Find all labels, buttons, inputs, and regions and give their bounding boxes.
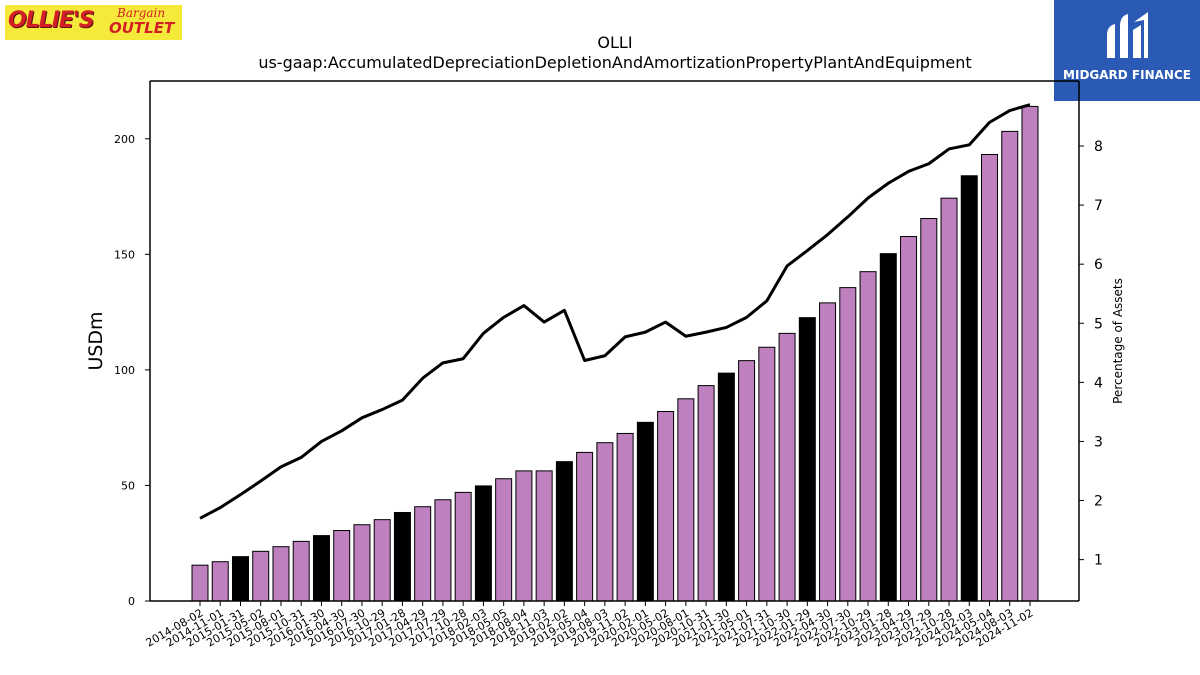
- bar-2021-07-31: [758, 346, 776, 602]
- percentage-line: [199, 103, 1031, 520]
- y2-tick-label: 8: [1094, 139, 1103, 155]
- midgard-finance-text: MIDGARD FINANCE: [1063, 68, 1191, 82]
- bar-2017-07-29: [434, 499, 452, 602]
- bar-2024-08-03: [1001, 130, 1019, 602]
- bar-2018-02-03: [474, 485, 492, 602]
- bar-2022-10-29: [859, 271, 877, 602]
- y2-tick-label: 4: [1094, 375, 1103, 391]
- bar-2018-05-05: [495, 478, 513, 602]
- bar-2024-05-04: [981, 153, 999, 602]
- bar-2020-10-31: [697, 385, 715, 602]
- bar-2019-08-03: [596, 442, 614, 602]
- bar-2015-10-31: [292, 540, 310, 602]
- y2-tick-label: 3: [1094, 434, 1103, 450]
- bar-2023-04-29: [900, 236, 918, 602]
- y2-tick-label: 6: [1094, 257, 1103, 273]
- bar-2020-08-01: [677, 398, 695, 602]
- y2-tick-label: 5: [1094, 316, 1103, 332]
- ollies-bargain-outlet-logo: OLLIE'S Bargain OUTLET: [5, 5, 182, 40]
- y-tick-label: 100: [114, 364, 135, 377]
- bar-2019-02-02: [555, 461, 573, 602]
- bar-2020-02-01: [636, 421, 654, 602]
- bar-2018-08-04: [515, 470, 533, 602]
- y-tick-label: 0: [128, 595, 135, 608]
- bars-layer: [191, 105, 1039, 602]
- bar-2015-05-02: [252, 550, 270, 602]
- bar-2021-05-01: [738, 360, 756, 602]
- y2-axis-label: Percentage of Assets: [1111, 278, 1125, 404]
- bar-2019-11-02: [616, 432, 634, 602]
- bar-2017-01-28: [393, 511, 411, 602]
- bar-2017-10-28: [454, 491, 472, 602]
- y-tick-label: 200: [114, 133, 135, 146]
- line-layer: [199, 103, 1031, 520]
- y-tick-label: 150: [114, 248, 135, 261]
- bar-2020-05-02: [657, 410, 675, 602]
- bar-2022-07-30: [839, 287, 857, 602]
- chart-subtitle: us-gaap:AccumulatedDepreciationDepletion…: [258, 53, 971, 72]
- bar-2019-05-04: [576, 451, 594, 602]
- bar-2014-08-02: [191, 564, 209, 602]
- bar-2022-01-29: [798, 317, 816, 602]
- logo-text-sub1: Bargain: [117, 6, 166, 20]
- y2-tick-label: 7: [1094, 198, 1103, 214]
- y2-tick-label: 1: [1094, 553, 1103, 569]
- logo-text-sub2: OUTLET: [109, 19, 175, 37]
- bar-2016-07-30: [353, 524, 371, 602]
- y-tick-label: 50: [121, 479, 135, 492]
- bar-2014-11-01: [211, 561, 229, 602]
- bar-2021-10-30: [778, 332, 796, 602]
- bar-2017-04-29: [414, 506, 432, 602]
- bar-2024-11-02: [1021, 105, 1039, 602]
- bar-2015-01-31: [231, 556, 249, 602]
- bar-2022-04-30: [819, 302, 837, 602]
- bar-2024-02-03: [960, 175, 978, 602]
- logo-text-main: OLLIE'S: [8, 8, 95, 33]
- bar-2018-11-03: [535, 470, 553, 602]
- bar-2015-08-01: [272, 546, 290, 602]
- bar-2021-01-30: [717, 372, 735, 602]
- chart-title: OLLI: [597, 33, 632, 52]
- y2-tick-label: 2: [1094, 494, 1103, 510]
- bar-2023-10-28: [940, 197, 958, 602]
- bar-2016-01-30: [312, 535, 330, 602]
- bar-2023-07-29: [920, 218, 938, 602]
- y-axis-label: USDm: [85, 311, 107, 370]
- axes-layer: 050100150200123456782014-08-022014-11-01…: [114, 80, 1103, 650]
- bar-2023-01-28: [879, 253, 897, 602]
- midgard-emblem-icon: [1107, 12, 1148, 58]
- bar-2016-10-29: [373, 519, 391, 602]
- bar-2016-04-30: [333, 530, 351, 602]
